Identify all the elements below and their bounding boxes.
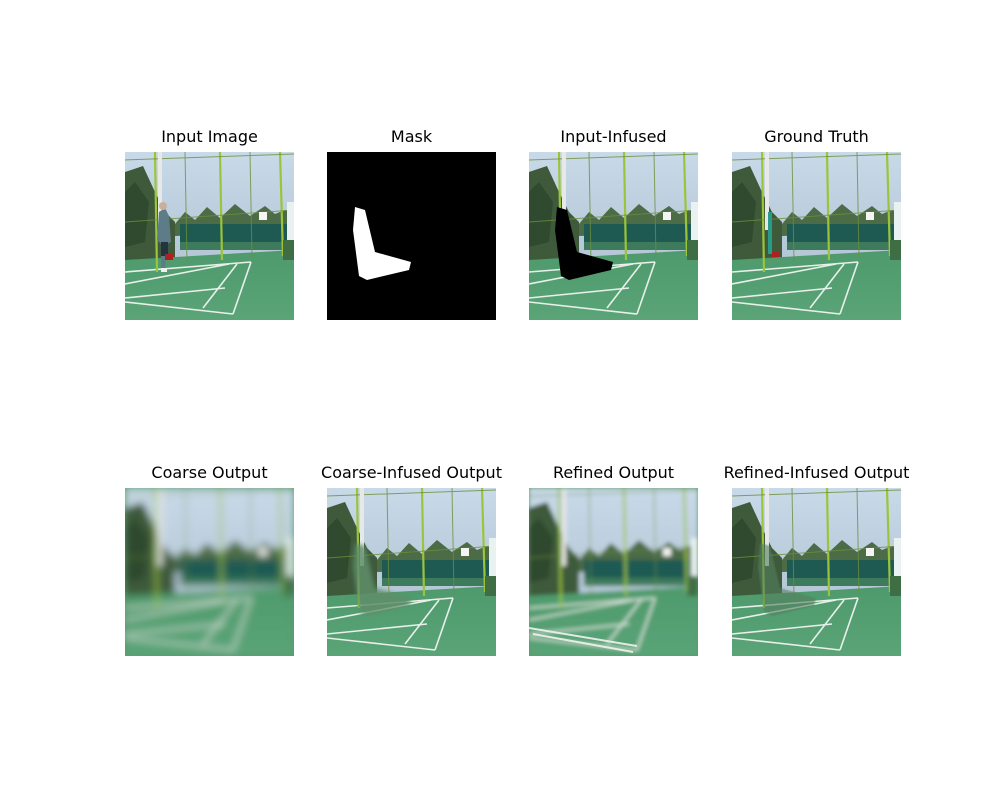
panel-mask: Mask bbox=[327, 127, 496, 320]
panel-title: Coarse-Infused Output bbox=[321, 463, 502, 482]
panel-refined-output: Refined Output bbox=[529, 463, 698, 656]
court-scene-with-player-icon bbox=[125, 152, 294, 320]
panel-title: Ground Truth bbox=[764, 127, 869, 146]
panel-ground-truth: Ground Truth bbox=[732, 127, 901, 320]
panel-input-infused: Input-Infused bbox=[529, 127, 698, 320]
panel-refined-infused-output: Refined-Infused Output bbox=[724, 463, 909, 656]
court-scene-inpainted-icon bbox=[327, 488, 496, 656]
court-scene-refined-icon bbox=[529, 488, 698, 656]
blurry-court-scene-icon bbox=[125, 488, 294, 656]
court-scene-icon bbox=[732, 152, 901, 320]
panel-coarse-infused-output: Coarse-Infused Output bbox=[321, 463, 502, 656]
court-scene-inpainted-icon bbox=[732, 488, 901, 656]
panel-title: Refined Output bbox=[552, 463, 675, 482]
panel-title: Mask bbox=[390, 127, 433, 146]
panel-input-image: Input Image bbox=[125, 127, 294, 320]
panel-coarse-output: Coarse Output bbox=[125, 463, 294, 656]
panel-title: Input-Infused bbox=[560, 127, 667, 146]
mask-white-l-shape-icon bbox=[327, 152, 496, 320]
panel-title: Input Image bbox=[161, 127, 258, 146]
panel-title: Coarse Output bbox=[151, 463, 268, 482]
court-scene-black-hole-icon bbox=[529, 152, 698, 320]
panel-title: Refined-Infused Output bbox=[723, 463, 910, 482]
